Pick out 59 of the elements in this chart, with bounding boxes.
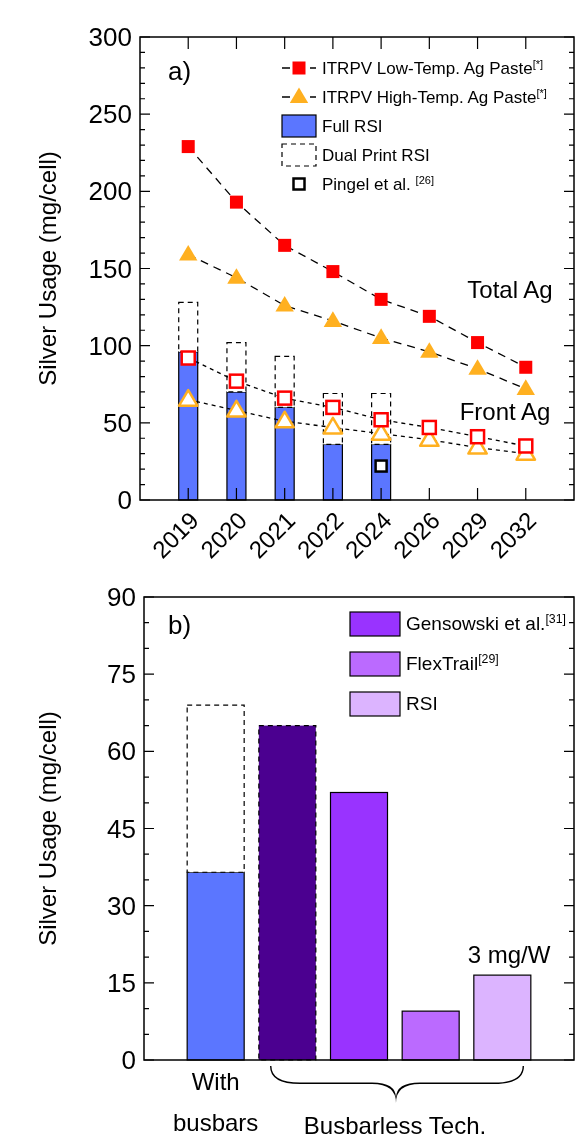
- text: Busbarless Tech.: [303, 1112, 487, 1139]
- y-tick-label: 30: [107, 890, 136, 921]
- annotation: 3 mg/W: [467, 941, 551, 968]
- y-tick-label: 300: [88, 22, 132, 52]
- legend-label: Gensowski et al.$^{[31]}$: [406, 612, 566, 634]
- x-tick-label: With busbars: [172, 1068, 259, 1136]
- point: [518, 438, 534, 454]
- point: [180, 350, 196, 366]
- legend-label: ITRPV High-Temp. Ag Paste$^{[*]}$: [322, 87, 547, 107]
- legend-label: Full RSI: [322, 117, 383, 136]
- y-tick-label: 75: [107, 659, 136, 690]
- y-tick-label: 0: [117, 485, 132, 515]
- y-tick-label: 50: [103, 407, 132, 438]
- point: [374, 292, 388, 306]
- legend-label: FlexTrail$^{[29]}$: [406, 652, 499, 674]
- y-tick-label: 0: [121, 1045, 136, 1075]
- y-tick-label: 150: [88, 253, 132, 284]
- point: [471, 336, 485, 350]
- point: [469, 428, 486, 445]
- point: [225, 399, 247, 418]
- point: [519, 360, 533, 374]
- point: [322, 416, 344, 435]
- point: [326, 265, 340, 279]
- point: [276, 390, 293, 406]
- point: [323, 311, 343, 327]
- point: [177, 388, 199, 407]
- annotation: b): [168, 610, 192, 640]
- point: [374, 459, 388, 473]
- point: [422, 309, 436, 323]
- point: [421, 419, 438, 436]
- point: [228, 373, 245, 389]
- point: [371, 328, 391, 344]
- y-tick-label: 15: [107, 967, 136, 998]
- legend-label: ITRPV Low-Temp. Ag Paste$^{[*]}$: [322, 58, 544, 78]
- point: [325, 399, 341, 416]
- point: [274, 410, 296, 429]
- y-axis-title: Silver Usage (mg/cell): [34, 711, 61, 946]
- legend-label: Pingel et al. $^{[26]}$: [322, 174, 434, 194]
- annotation: Total Ag: [467, 276, 553, 303]
- y-tick-label: 250: [88, 99, 132, 130]
- point: [275, 295, 294, 312]
- point: [468, 359, 487, 375]
- legend-label: RSI: [406, 693, 438, 714]
- point: [278, 238, 292, 252]
- point: [181, 140, 195, 154]
- annotation: a): [168, 56, 192, 86]
- point: [516, 379, 535, 395]
- y-tick-label: 100: [88, 330, 132, 361]
- point: [179, 245, 198, 261]
- legend-label: Dual Print RSI: [322, 146, 430, 165]
- y-tick-label: 90: [107, 582, 136, 612]
- y-tick-label: 200: [88, 176, 132, 207]
- y-axis-title: Silver Usage (mg/cell): [34, 151, 61, 386]
- point: [229, 195, 243, 209]
- y-tick-label: 60: [107, 736, 136, 767]
- point: [227, 268, 246, 284]
- y-tick-label: 45: [107, 813, 136, 844]
- annotation: Front Ag: [459, 398, 551, 425]
- point: [420, 342, 439, 358]
